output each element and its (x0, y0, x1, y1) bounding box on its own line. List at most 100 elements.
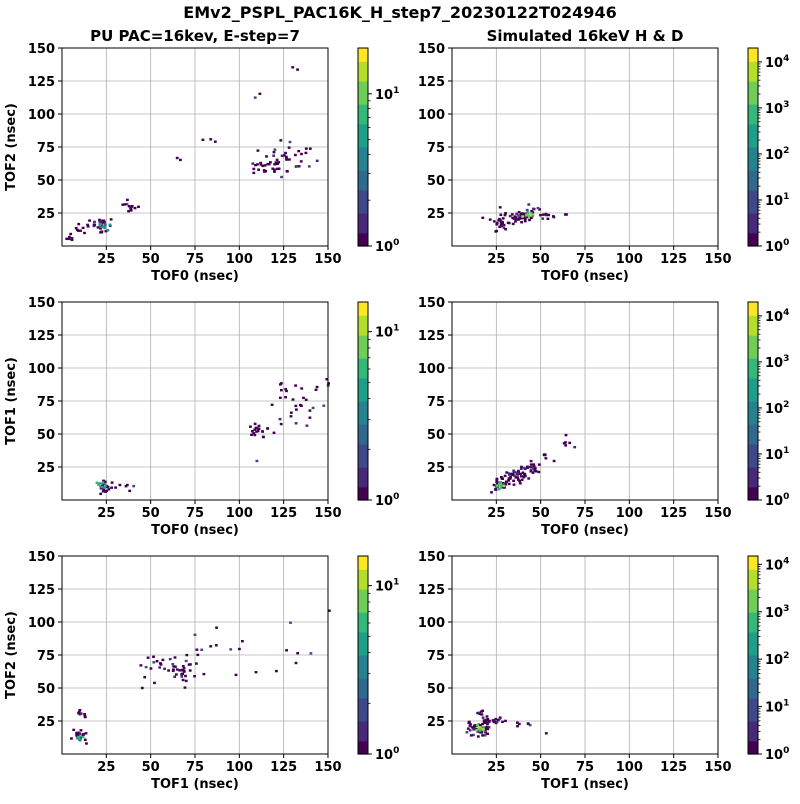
colorbar-segment (748, 691, 758, 696)
heatmap-cell (185, 653, 189, 657)
x-tick-label: 100 (226, 506, 253, 521)
heatmap-cell (528, 215, 531, 218)
colorbar-segment (748, 236, 758, 240)
heatmap-cell (75, 733, 78, 736)
colorbar-segment (748, 51, 758, 56)
heatmap-cell (257, 424, 261, 428)
subplot: 25 50 75 100 125 150 25 50 75 100 125 150 TOF1 (nsec… (4, 550, 399, 792)
heatmap-cell (304, 151, 308, 155)
colorbar-segment (358, 203, 368, 207)
colorbar-segment (358, 688, 368, 692)
heatmap-cell (476, 711, 480, 715)
heatmap-cell (478, 731, 482, 734)
colorbar-segment (748, 242, 758, 247)
heatmap-cell (284, 396, 287, 399)
heatmap-cell (100, 221, 104, 225)
heatmap-cell (501, 483, 505, 486)
colorbar-segment (748, 493, 758, 498)
colorbar-segment (748, 496, 758, 501)
colorbar-frame (747, 301, 759, 501)
colorbar-segment (358, 582, 368, 587)
heatmap-cell (514, 471, 518, 474)
colorbar-segment (748, 711, 758, 715)
x-tick-label: 125 (270, 760, 297, 775)
heatmap-cell (193, 675, 196, 678)
colorbar-segment (748, 701, 758, 706)
heatmap-cell (103, 484, 107, 487)
colorbar-segment (748, 130, 758, 135)
heatmap-cell (189, 663, 192, 666)
heatmap-cell (504, 483, 508, 486)
heatmap-cell (468, 724, 472, 727)
heatmap-cell (98, 223, 102, 227)
colorbar-segment (358, 598, 368, 603)
colorbar-segment (358, 150, 368, 155)
heatmap-cell (302, 396, 305, 400)
x-tick-label: 100 (616, 252, 643, 267)
heatmap-cell (529, 216, 533, 220)
heatmap-cell (103, 226, 107, 230)
colorbar-tick-exponent: 0 (783, 238, 789, 248)
colorbar-segment (748, 569, 758, 574)
heatmap-cell (215, 626, 218, 629)
heatmap-cell (98, 218, 101, 222)
heatmap-cell (503, 213, 507, 217)
colorbar-segment (748, 638, 758, 643)
heatmap-cell (202, 672, 206, 676)
colorbar-segment (358, 173, 368, 178)
heatmap-cell (274, 161, 278, 164)
heatmap-cell (508, 477, 512, 480)
heatmap-cell (214, 644, 218, 647)
colorbar-segment (748, 358, 758, 362)
heatmap-cells (465, 709, 548, 738)
colorbar-segment (748, 150, 758, 155)
heatmap-cell (499, 213, 503, 216)
heatmap-cell (531, 215, 534, 218)
x-tick-label: 25 (97, 252, 115, 267)
colorbar-segment (358, 232, 368, 237)
colorbar-segment (748, 371, 758, 376)
colorbar-segment (748, 625, 758, 630)
colorbar-segment (748, 467, 758, 471)
heatmap-cell (277, 167, 281, 170)
heatmap-cell (494, 488, 497, 491)
colorbar-segment (358, 605, 368, 610)
heatmap-cell (477, 725, 481, 729)
colorbar-segment (748, 361, 758, 366)
heatmap-cell (311, 406, 315, 410)
heatmap-cell (503, 474, 507, 478)
heatmap-cell (263, 164, 267, 167)
colorbar-segment (748, 391, 758, 395)
colorbar-segment (748, 437, 758, 442)
colorbar-segment (748, 209, 758, 214)
heatmap-cell (84, 732, 88, 735)
heatmap-cell (526, 466, 529, 469)
heatmap-cell (294, 422, 298, 425)
heatmap-cell (143, 676, 147, 679)
colorbar-segment (748, 71, 758, 75)
heatmap-cell (152, 661, 156, 664)
heatmap-cell (483, 734, 487, 737)
x-tick-label: 50 (532, 506, 550, 521)
heatmap-cell (308, 416, 312, 419)
heatmap-cell (533, 467, 537, 470)
heatmap-cell (300, 387, 304, 390)
heatmap-cell (498, 206, 502, 209)
colorbar-segment (748, 589, 758, 593)
heatmap-cell (273, 148, 277, 151)
colorbar-segment (358, 170, 368, 174)
colorbar-segment (358, 84, 368, 89)
colorbar-segment (748, 724, 758, 729)
heatmap-cell (77, 710, 81, 714)
heatmap-cell (158, 666, 162, 669)
heatmap-cell (163, 667, 166, 670)
colorbar-segment (748, 348, 758, 353)
y-tick-label: 150 (28, 296, 55, 311)
colorbar-segment (748, 612, 758, 616)
colorbar-tick-exponent: 0 (393, 492, 399, 502)
heatmap-cell (272, 151, 276, 154)
heatmap-cell (195, 648, 199, 651)
colorbar-segment (358, 87, 368, 92)
heatmap-cell (121, 203, 125, 206)
colorbar-segment (358, 318, 368, 323)
